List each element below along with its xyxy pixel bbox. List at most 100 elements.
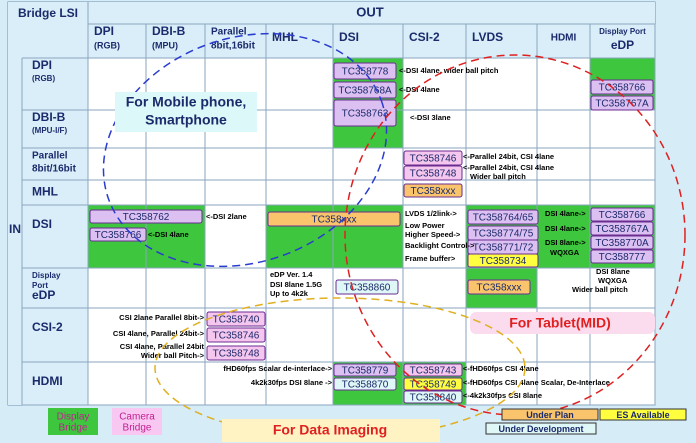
chip-label: TC358771/72 — [473, 243, 534, 254]
row-header: Port — [32, 281, 48, 290]
column-header: MHL — [272, 30, 298, 44]
chip-box — [403, 363, 463, 377]
column-header: Display Port — [599, 27, 646, 36]
chip-box — [590, 207, 654, 222]
corner-title: Bridge LSI — [18, 6, 78, 20]
in-label: IN — [9, 222, 21, 236]
out-label: OUT — [356, 4, 384, 19]
legend-label: Bridge — [123, 423, 152, 434]
note: Low Power — [405, 221, 445, 230]
note: WQXGA — [598, 276, 628, 285]
note: Up to 4k2k — [270, 289, 309, 298]
legend-swatch — [112, 408, 162, 435]
table — [7, 1, 656, 406]
chip-box — [333, 62, 397, 80]
chip-box — [333, 363, 397, 377]
chip-label: TC358777 — [599, 252, 646, 263]
chip-box — [333, 377, 397, 391]
column-header: LVDS — [472, 30, 503, 44]
note: fHD60fps Scalar de-interlace-> — [223, 364, 332, 373]
grid — [21, 2, 656, 406]
chip-box — [403, 377, 463, 391]
chip-label: TC358840 — [410, 393, 457, 404]
mobile-label: For Mobile phone, — [126, 94, 247, 110]
column-header: eDP — [611, 38, 634, 52]
note: DSI 8lane — [596, 267, 630, 276]
note: Backlight Control-> — [405, 241, 475, 250]
mobile-label: Smartphone — [145, 112, 227, 128]
note: <-Parallel 24bit, CSI 4lane — [463, 163, 554, 172]
note: Wider ball pitch — [470, 172, 526, 181]
row-header-bg — [8, 58, 88, 405]
note: DSI 8lane-> — [545, 238, 586, 247]
chip-box — [89, 209, 203, 224]
chip-box — [206, 345, 266, 361]
note: Higher Speed-> — [405, 230, 461, 239]
chip-label: TC358860 — [344, 283, 391, 294]
chip-box — [403, 183, 463, 198]
chip-label: TC358770A — [595, 238, 649, 249]
chip-label: TC358746 — [213, 331, 260, 342]
legend-swatch — [48, 408, 98, 435]
row-header: 8bit/16bit — [32, 164, 77, 175]
note: CSI 4lane, Parallel 24bit-> — [113, 329, 205, 338]
chip-box — [89, 227, 147, 242]
chip-label: TC358768A — [338, 86, 392, 97]
row-header: DPI — [32, 58, 52, 72]
column-header: CSI-2 — [409, 30, 440, 44]
chip-box — [206, 327, 266, 343]
note: 4k2k30fps DSI 8lane -> — [251, 378, 333, 387]
chip-label: TC358748 — [213, 349, 260, 360]
legend-swatch — [599, 408, 687, 421]
chip-box — [333, 81, 397, 99]
legend-swatch — [485, 422, 597, 435]
note: WQXGA — [550, 248, 580, 257]
legend-swatch — [501, 408, 599, 421]
header-bg — [8, 2, 655, 58]
legend-label: Bridge — [59, 423, 88, 434]
chip-label: TC358870 — [342, 380, 389, 391]
note: <-4k2k30fps CSI 8lane — [463, 391, 542, 400]
chip-box — [403, 150, 463, 166]
legend-label: Under Plan — [526, 410, 574, 420]
chip-box — [403, 165, 463, 181]
row-header: (MPU-I/F) — [32, 126, 67, 135]
column-header: 8bit,16bit — [211, 41, 256, 52]
chip-label: TC358766 — [599, 210, 646, 221]
column-header: DPI — [94, 24, 114, 38]
note: Frame buffer> — [405, 254, 456, 263]
chip-label: TC358743 — [410, 366, 457, 377]
legend-label: Display — [57, 412, 90, 423]
chip-label: TC358767A — [595, 99, 649, 110]
note: <-DSI 4lane, wider ball pitch — [399, 66, 499, 75]
chip-label: TC358763 — [342, 109, 389, 120]
row-header: eDP — [32, 288, 55, 302]
chip-box — [467, 279, 531, 295]
chip-box — [467, 209, 539, 225]
column-header: HDMI — [551, 33, 577, 44]
chip-label: TC358740 — [213, 315, 260, 326]
note: DSI 4lane-> — [545, 224, 586, 233]
mobile-box — [115, 92, 257, 132]
chip-label: TC358746 — [410, 154, 457, 165]
imaging-box — [222, 419, 440, 442]
row-header: HDMI — [32, 374, 63, 388]
chip-label: TC358xxx — [410, 186, 455, 197]
row-header: Display — [32, 271, 61, 280]
legend-label: ES Available — [616, 410, 669, 420]
imaging-label: For Data Imaging — [273, 422, 387, 438]
row-header: DBI-B — [32, 110, 66, 124]
note: <-DSI 4lane — [399, 85, 440, 94]
note: DSI 4lane-> — [545, 209, 586, 218]
chip-box — [590, 221, 654, 236]
note: DSI 8lane 1.5G — [270, 280, 322, 289]
chip-label: TC358779 — [342, 366, 389, 377]
chip-label: TC358xxx — [311, 215, 356, 226]
chip-label: TC358778 — [342, 67, 389, 78]
chip-box — [267, 211, 401, 227]
chip-label: TC358748 — [410, 169, 457, 180]
note: <-DSI 2lane — [206, 212, 247, 221]
note: Wider ball pitch — [572, 285, 628, 294]
column-header: (RGB) — [94, 40, 120, 50]
